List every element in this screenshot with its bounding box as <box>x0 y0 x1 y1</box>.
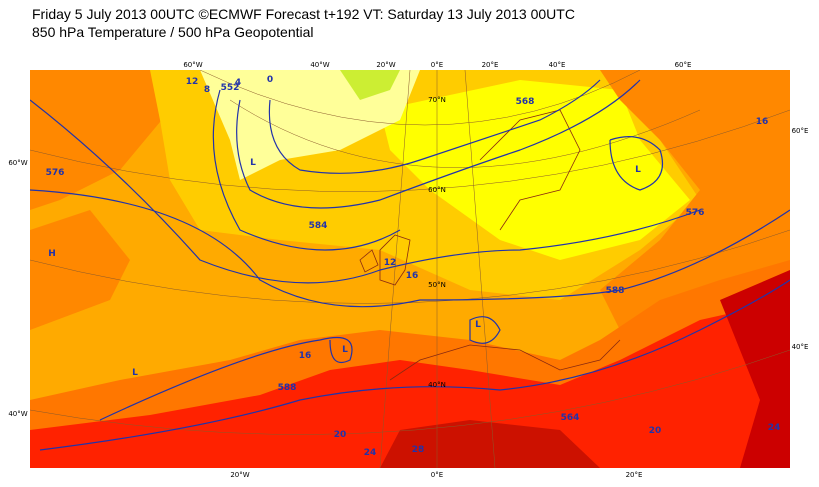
pressure-centre: L <box>342 345 348 355</box>
contour-label: 576 <box>686 208 705 218</box>
contour-label: 16 <box>299 351 312 361</box>
longitude-label: 40°W <box>310 61 329 69</box>
contour-label: 564 <box>561 413 580 423</box>
graticule <box>30 70 790 468</box>
title: Friday 5 July 2013 00UTC ©ECMWF Forecast… <box>32 6 575 22</box>
contour-label: 24 <box>768 423 781 433</box>
longitude-label: 0°E <box>431 61 443 69</box>
subtitle: 850 hPa Temperature / 500 hPa Geopotenti… <box>32 24 314 40</box>
contour-label: 0 <box>267 75 273 85</box>
longitude-label: 20°W <box>230 471 249 479</box>
latitude-label: 40°N <box>428 381 446 389</box>
longitude-label: 60°W <box>183 61 202 69</box>
longitude-label: 60°E <box>675 61 692 69</box>
edge-label: 60°W <box>8 159 27 167</box>
geopotential-contours <box>30 79 790 451</box>
longitude-label: 0°E <box>431 471 443 479</box>
contour-label: 28 <box>412 445 425 455</box>
contour-label: 16 <box>406 271 419 281</box>
pressure-centre: L <box>475 320 481 330</box>
contour-label: 16 <box>756 117 769 127</box>
longitude-label: 20°W <box>376 61 395 69</box>
edge-label: 40°W <box>8 410 27 418</box>
contour-label: 588 <box>606 286 625 296</box>
longitude-label: 20°E <box>482 61 499 69</box>
latitude-label: 50°N <box>428 281 446 289</box>
edge-label: 60°E <box>792 127 809 135</box>
contour-label: 12 <box>384 258 397 268</box>
contour-label: 552 <box>221 83 240 93</box>
contour-label: 576 <box>46 168 65 178</box>
edge-label: 40°E <box>792 343 809 351</box>
contour-label: 20 <box>649 426 662 436</box>
contour-label: 12 <box>186 77 199 87</box>
contour-label: 24 <box>364 448 377 458</box>
longitude-label: 40°E <box>549 61 566 69</box>
longitude-label: 20°E <box>626 471 643 479</box>
contour-label: 20 <box>334 430 347 440</box>
contour-label: 588 <box>278 383 297 393</box>
coastlines <box>359 109 621 381</box>
contour-label: 568 <box>516 97 535 107</box>
contour-label: 4 <box>235 78 241 88</box>
pressure-centre: L <box>132 368 138 378</box>
pressure-centre: L <box>250 158 256 168</box>
latitude-label: 70°N <box>428 96 446 104</box>
latitude-label: 60°N <box>428 186 446 194</box>
pressure-centre: H <box>48 249 56 259</box>
temperature-field <box>30 70 790 468</box>
contour-label: 8 <box>204 85 210 95</box>
contour-label: 584 <box>309 221 328 231</box>
pressure-centre: L <box>635 165 641 175</box>
